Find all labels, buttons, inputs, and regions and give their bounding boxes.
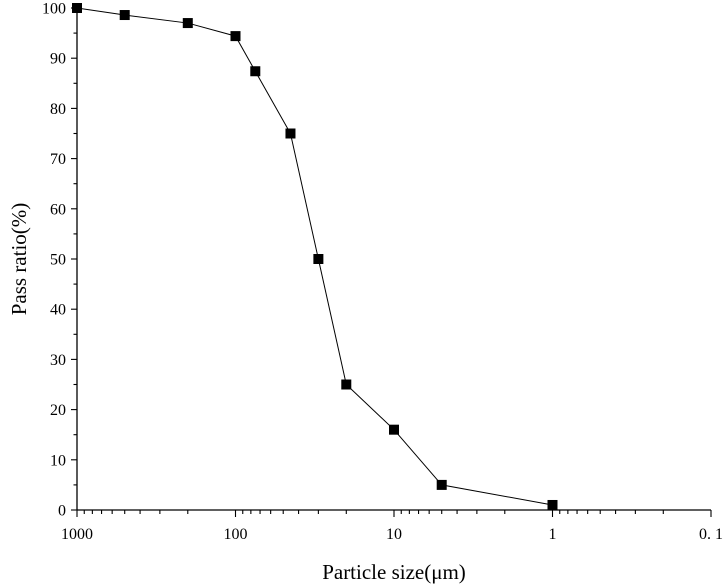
- y-tick-label-100: 100: [42, 1, 66, 18]
- x-tick-label-100: 100: [224, 526, 248, 543]
- data-point-10: [547, 499, 558, 510]
- y-tick-label-90: 90: [50, 51, 66, 68]
- data-point-9: [436, 479, 447, 490]
- data-point-0: [72, 3, 82, 13]
- y-tick-label-80: 80: [50, 101, 66, 118]
- y-tick-label-10: 10: [50, 452, 66, 469]
- y-tick-label-70: 70: [50, 151, 66, 168]
- data-point-1: [119, 10, 130, 21]
- data-point-2: [182, 18, 193, 29]
- y-tick-label-0: 0: [58, 503, 66, 520]
- y-tick-label-50: 50: [50, 252, 66, 269]
- y-tick-label-30: 30: [50, 352, 66, 369]
- series: [72, 3, 558, 510]
- y-tick-label-20: 20: [50, 402, 66, 419]
- x-axis-title: Particle size(μm): [322, 560, 466, 584]
- x-tick-label-0.1: 0. 1: [699, 526, 723, 543]
- y-axis-title: Pass ratio(%): [7, 203, 31, 316]
- x-tick-label-1: 1: [549, 526, 557, 543]
- data-point-6: [313, 254, 324, 264]
- data-point-8: [389, 424, 399, 435]
- x-tick-label-10: 10: [386, 526, 402, 543]
- data-point-3: [230, 31, 241, 42]
- y-tick-label-40: 40: [50, 302, 66, 319]
- data-point-4: [250, 66, 261, 77]
- data-point-7: [341, 379, 352, 390]
- data-point-5: [285, 128, 296, 139]
- x-tick-label-1000: 1000: [61, 526, 93, 543]
- ticks: 0 10 20 30 40 50 60 70 80 90 100 1000 100 10 1 0. 1: [42, 1, 723, 544]
- y-tick-label-60: 60: [50, 201, 66, 218]
